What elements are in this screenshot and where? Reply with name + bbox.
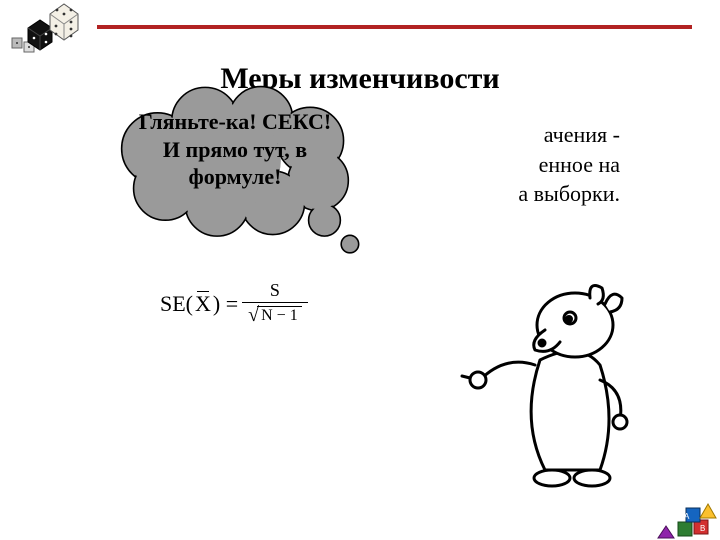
body-line-2: енное на: [539, 152, 620, 177]
formula-xbar: X: [195, 291, 211, 317]
formula-den-inner: N − 1: [257, 306, 302, 325]
formula-lhs-suffix: ) =: [213, 291, 238, 317]
svg-text:A: A: [684, 512, 690, 521]
body-line-1: ачения -: [544, 122, 620, 147]
dice-decoration: [0, 0, 100, 60]
body-line-3: а выборки.: [518, 181, 620, 206]
formula-lhs-prefix: SE(: [160, 291, 193, 317]
cartoon-character: [450, 270, 650, 490]
svg-text:B: B: [700, 524, 705, 533]
formula-fraction: S √ N − 1: [242, 280, 308, 327]
thought-bubble-text: Гляньте-ка! СЕКС! И прямо тут, в формуле…: [95, 108, 375, 191]
formula-denominator: √ N − 1: [242, 302, 308, 327]
formula-numerator: S: [264, 280, 286, 302]
header-rule: [97, 25, 692, 29]
cloud-line-2: И прямо тут, в: [163, 137, 307, 162]
cloud-line-3: формуле!: [189, 164, 282, 189]
corner-decoration: A B: [650, 490, 720, 540]
cloud-line-1: Гляньте-ка! СЕКС!: [139, 109, 331, 134]
formula-standard-error: SE( X ) = S √ N − 1: [160, 280, 308, 327]
